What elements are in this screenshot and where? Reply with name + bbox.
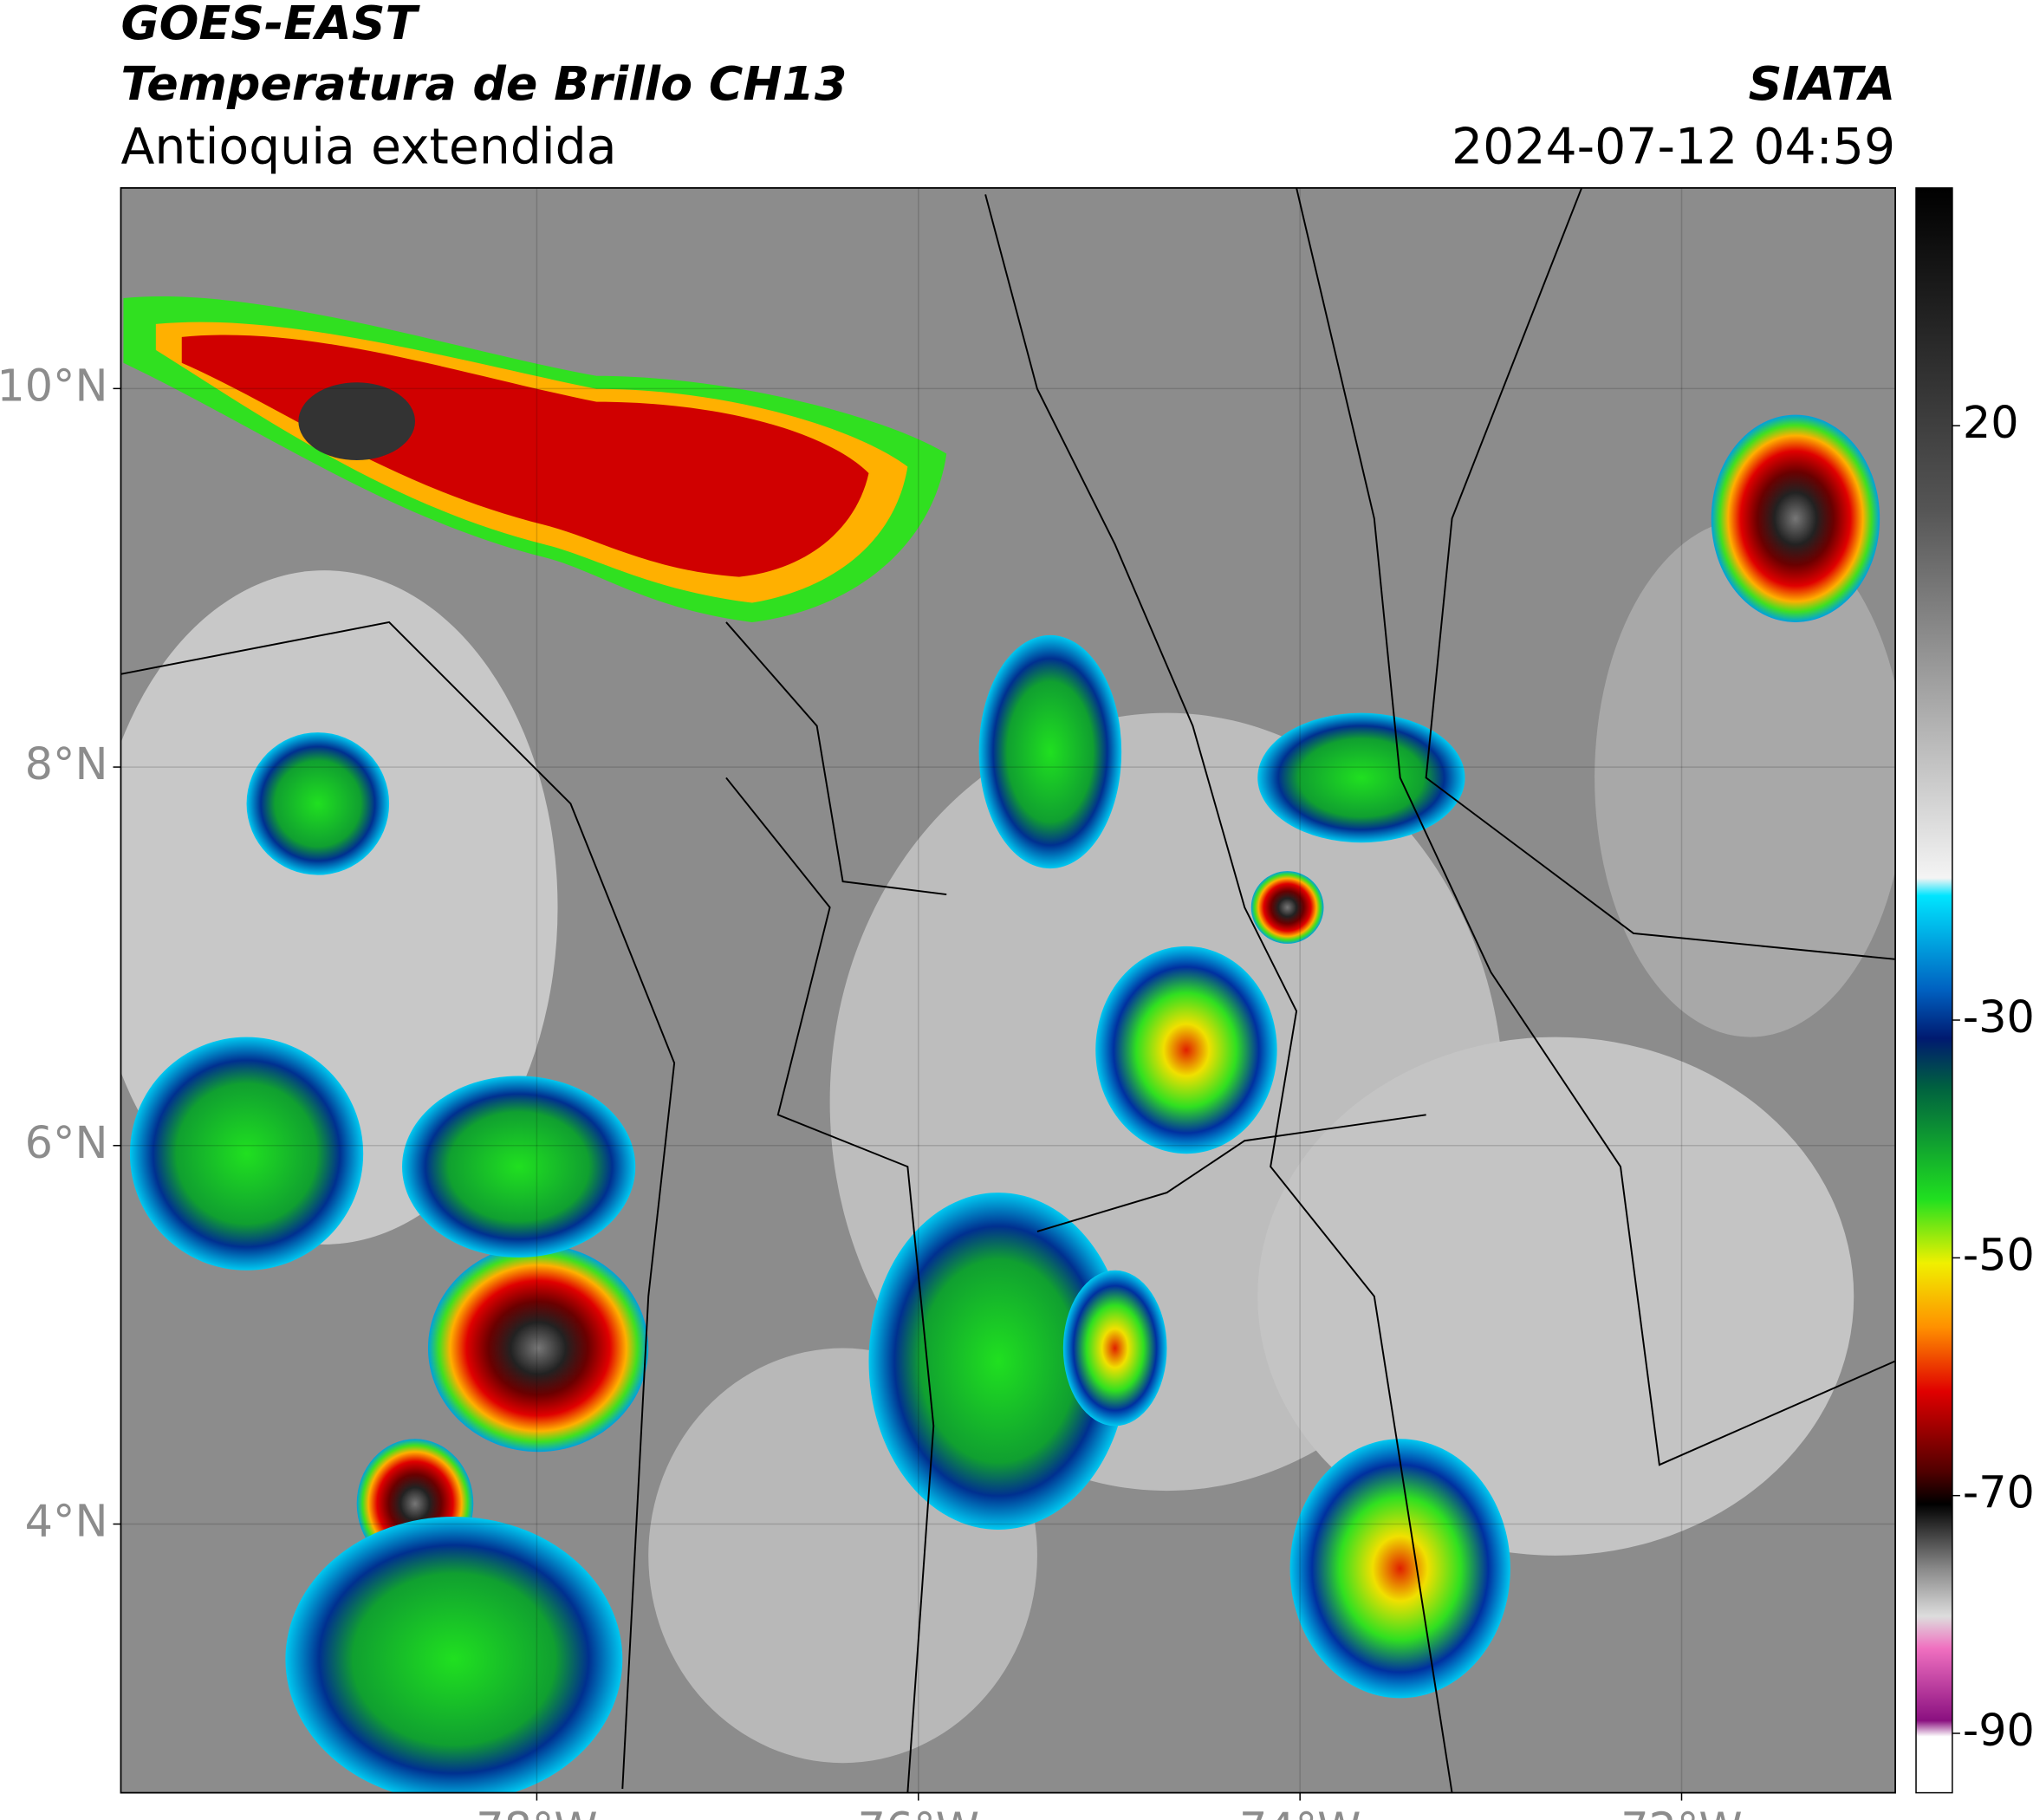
cloud-cluster xyxy=(285,1517,623,1793)
colorbar-tick-label: -30 xyxy=(1963,991,2033,1043)
cloud xyxy=(1257,1037,1854,1556)
cloud-cluster xyxy=(129,1037,364,1271)
boundaries xyxy=(120,187,1896,1793)
cloud-cluster xyxy=(1257,712,1465,843)
x-tick-label: 76°W xyxy=(858,1803,979,1820)
cloud xyxy=(1595,518,1896,1037)
x-tick-label: 78°W xyxy=(476,1803,597,1820)
colorbar-tick-label: 20 xyxy=(1963,397,2019,448)
y-tick-label: 4°N xyxy=(25,1496,108,1547)
title: GOES-EAST xyxy=(120,0,420,50)
colorbar xyxy=(1915,187,1953,1794)
cloud-cluster xyxy=(1289,1439,1510,1699)
x-tick-label: 74°W xyxy=(1239,1803,1361,1820)
y-tick-label: 8°N xyxy=(25,738,108,790)
y-tick-label: 6°N xyxy=(25,1117,108,1168)
cloud-cluster xyxy=(868,1193,1128,1530)
storm-core xyxy=(298,382,415,460)
storm xyxy=(427,1244,649,1453)
region: Antioquia extendida xyxy=(120,118,616,175)
graticule xyxy=(120,187,1896,1793)
y-tick-label: 10°N xyxy=(0,360,107,411)
colorbar-tick-label: -90 xyxy=(1963,1705,2033,1756)
colorbar-tick-label: -50 xyxy=(1963,1229,2033,1280)
colorbar-tick-label: -70 xyxy=(1963,1467,2033,1518)
datetime: 2024-07-12 04:59 xyxy=(1452,118,1895,175)
satellite-image xyxy=(120,187,1896,1793)
cloud-cluster xyxy=(1095,946,1277,1154)
cloud-cluster xyxy=(246,732,390,875)
cloud-cluster xyxy=(402,1076,636,1258)
x-tick-label: 72°W xyxy=(1621,1803,1742,1820)
map-frame xyxy=(120,186,1896,1794)
storm xyxy=(1250,871,1324,944)
storm xyxy=(1711,414,1880,622)
subtitle: Temperatura de Brillo CH13 xyxy=(120,56,847,111)
source: SIATA xyxy=(1749,56,1896,111)
cloud-cluster xyxy=(1062,1270,1167,1427)
cloud-cluster xyxy=(978,634,1122,869)
